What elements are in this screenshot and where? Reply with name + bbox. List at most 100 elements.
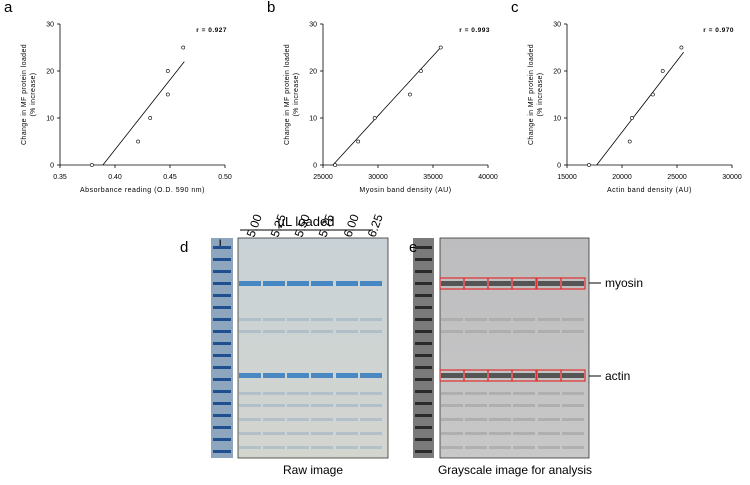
y-tick-label: 20 — [46, 69, 54, 76]
gel-band — [465, 432, 487, 435]
gel-band — [311, 418, 333, 421]
gel-band — [562, 330, 584, 333]
panel-label: a — [4, 0, 13, 16]
gel-band — [311, 446, 333, 449]
ladder-band — [415, 402, 432, 405]
gel-band — [562, 418, 584, 421]
ladder-band — [213, 390, 231, 393]
gel-band — [562, 373, 584, 378]
data-point — [630, 116, 634, 120]
x-tick-label: 15000 — [557, 174, 577, 181]
gel-band — [239, 281, 261, 286]
y-tick-label: 30 — [553, 22, 561, 29]
gel-band — [562, 392, 584, 395]
gel-band — [287, 318, 309, 321]
gel-band — [287, 404, 309, 407]
gel-band — [311, 330, 333, 333]
gel-band — [538, 318, 560, 321]
data-point — [90, 163, 94, 167]
gel-band — [465, 404, 487, 407]
x-tick-label: 20000 — [612, 174, 632, 181]
gel-band — [336, 330, 358, 333]
lane-label: 6.00 — [341, 212, 362, 239]
y-tick-label: 0 — [313, 163, 317, 170]
gel-band — [441, 330, 463, 333]
chart-panel: a 0 10 20 30 0.35 0.40 0.45 0.50 Absorbance readi… — [4, 0, 232, 194]
gel-band — [263, 418, 285, 421]
data-point — [660, 69, 665, 73]
data-point — [587, 163, 591, 167]
gel-band — [513, 330, 535, 333]
ladder-band — [415, 306, 432, 309]
gel-band — [465, 418, 487, 421]
ladder-band — [213, 402, 231, 405]
gel-band — [513, 392, 535, 395]
data-point — [333, 163, 338, 167]
gel-band — [239, 404, 261, 407]
ladder-band — [213, 414, 231, 417]
x-tick-label: 35000 — [423, 174, 443, 181]
gel-band — [263, 373, 285, 378]
gel-band — [360, 404, 382, 407]
data-point — [165, 92, 170, 97]
ladder-band — [415, 342, 432, 345]
roi-box — [511, 369, 537, 382]
gel-band — [263, 281, 285, 286]
ladder-band — [213, 318, 231, 321]
y-tick-label: 0 — [557, 163, 561, 170]
gel-band — [538, 404, 560, 407]
gel-band — [441, 373, 463, 378]
ladder-label: L — [219, 237, 226, 251]
data-point — [356, 139, 361, 144]
gel-band — [360, 392, 382, 395]
ladder-band — [415, 354, 432, 357]
gel-band — [489, 446, 511, 449]
ladder-band — [415, 390, 432, 393]
ladder-band — [213, 294, 231, 297]
x-tick-label: 25000 — [667, 174, 687, 181]
ladder-band — [213, 342, 231, 345]
gel-band — [538, 392, 560, 395]
gel-band — [239, 432, 261, 435]
data-point — [407, 92, 412, 97]
loaded-label: µL loaded — [278, 214, 335, 229]
raw-gel — [237, 237, 389, 459]
panel-label: e — [409, 239, 417, 256]
gel-band — [311, 392, 333, 395]
gel-band — [360, 318, 382, 321]
gel-band — [336, 318, 358, 321]
gel-band — [287, 330, 309, 333]
lane-label: 5.00 — [244, 212, 265, 239]
data-point — [418, 69, 423, 73]
y-axis-label: (% increase) — [30, 72, 37, 116]
gel-band — [465, 392, 487, 395]
gel-band — [513, 418, 535, 421]
data-point — [627, 139, 632, 144]
data-point — [438, 45, 443, 50]
gel-band — [287, 418, 309, 421]
gel-band — [239, 446, 261, 449]
gel-band — [239, 373, 261, 378]
gel-band — [360, 330, 382, 333]
panel-label: b — [267, 0, 275, 16]
gel-band — [441, 318, 463, 321]
gel-band — [513, 281, 535, 286]
caption: Raw image — [283, 463, 343, 477]
chart-panel: c 0 10 20 30 15000 20000 25000 30000 Actin band d… — [511, 0, 742, 194]
ladder-band — [213, 366, 231, 369]
gel-band — [336, 404, 358, 407]
gel-band — [538, 330, 560, 333]
x-tick-label: 40000 — [478, 174, 498, 181]
gel-band — [360, 432, 382, 435]
gel-band — [513, 404, 535, 407]
ladder-band — [213, 354, 231, 357]
x-tick-label: 0.45 — [163, 174, 177, 181]
trendline — [102, 61, 185, 166]
x-axis-label: Actin band density (AU) — [607, 187, 692, 194]
gel-band — [489, 373, 511, 378]
ladder-band — [415, 438, 432, 441]
gel-band — [287, 373, 309, 378]
annotation: r = 0.970 — [703, 27, 734, 34]
gel-band — [465, 446, 487, 449]
